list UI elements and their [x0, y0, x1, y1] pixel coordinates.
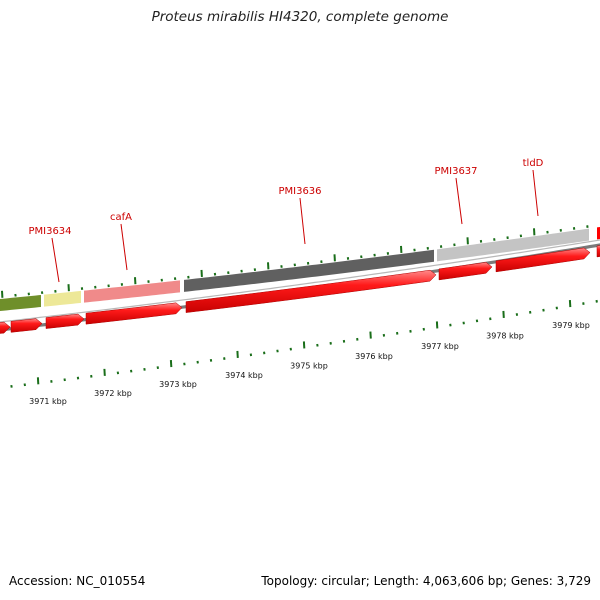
cds-arrow-7 — [495, 247, 591, 273]
feature-segment-6 — [597, 227, 600, 240]
gene-leader-line — [120, 223, 128, 271]
kbp-label: 3977 kbp — [421, 342, 459, 351]
kbp-label: 3971 kbp — [29, 397, 67, 406]
cds-arrow-4 — [85, 302, 183, 325]
feature-ring — [0, 227, 600, 312]
feature-segment-2 — [44, 290, 81, 307]
cds-arrow-5 — [185, 269, 437, 313]
cds-arrow-3 — [45, 313, 85, 329]
kbp-label: 3978 kbp — [486, 332, 524, 341]
genome-title: Proteus mirabilis HI4320, complete genom… — [151, 9, 449, 25]
kbp-label: 3979 kbp — [552, 321, 590, 330]
kbp-label: 3972 kbp — [94, 389, 132, 398]
cds-arrow-1 — [0, 321, 11, 334]
feature-segment-4 — [184, 249, 434, 292]
backbone-line-2 — [0, 239, 600, 323]
gene-leader-line — [299, 197, 306, 245]
gene-leader-line — [455, 177, 463, 225]
gene-label: cafA — [110, 212, 132, 223]
gene-label: PMI3636 — [278, 186, 321, 197]
kbp-label: 3976 kbp — [355, 352, 393, 361]
cds-arrow-6 — [438, 262, 493, 281]
genome-summary-text: Topology: circular; Length: 4,063,606 bp… — [261, 574, 591, 588]
feature-segment-5 — [437, 228, 589, 262]
gene-leader-line — [532, 169, 539, 217]
tick-rings — [1, 225, 598, 388]
feature-segment-3 — [84, 280, 180, 303]
kbp-label: 3973 kbp — [159, 380, 197, 389]
gene-label: tldD — [523, 158, 544, 169]
cds-ring — [0, 245, 600, 334]
feature-segment-1 — [0, 294, 41, 312]
gene-label: PMI3637 — [434, 166, 477, 177]
kbp-label: 3974 kbp — [225, 371, 263, 380]
kbp-label: 3975 kbp — [290, 362, 328, 371]
gene-labels: PMI3634 cafA PMI3636 PMI3637 tldD — [28, 158, 544, 283]
cds-arrow-2 — [10, 318, 43, 333]
gene-leader-line — [51, 237, 60, 283]
gene-label: PMI3634 — [28, 226, 71, 237]
kbp-labels: 3971 kbp 3972 kbp 3973 kbp 3974 kbp 3975 kbp… — [29, 321, 590, 406]
accession-text: Accession: NC_010554 — [9, 574, 146, 588]
